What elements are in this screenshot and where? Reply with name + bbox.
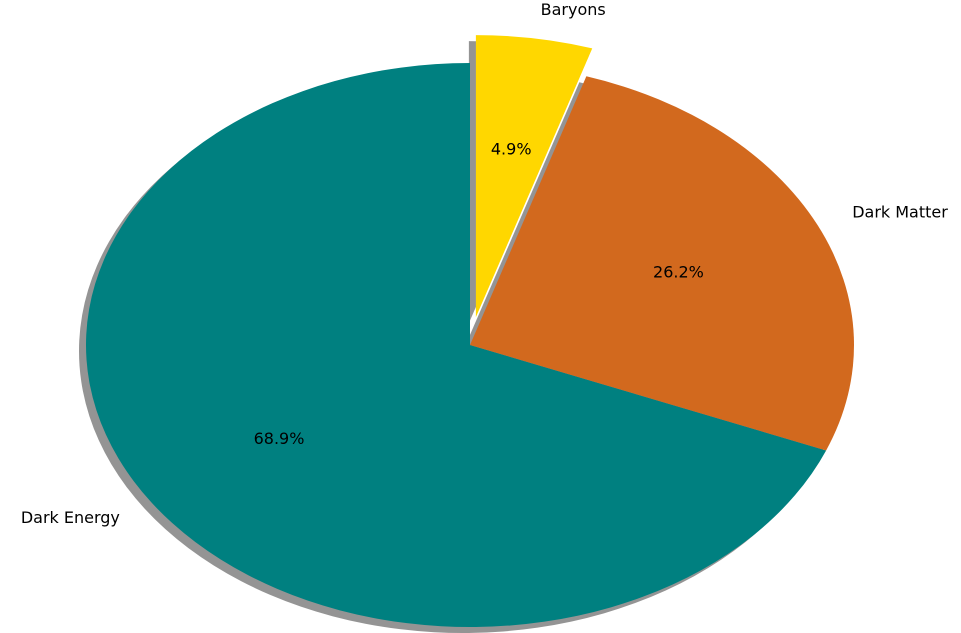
slice-label: Dark Energy: [21, 508, 120, 527]
wedge: [85, 63, 827, 627]
value-label: 4.9%: [491, 139, 532, 158]
slice-label: Baryons: [541, 0, 606, 19]
value-label: 26.2%: [653, 262, 704, 281]
slice-label: Dark Matter: [852, 202, 948, 221]
wedge: [475, 35, 593, 318]
wedge: [470, 76, 854, 451]
value-label: 68.9%: [254, 429, 305, 448]
